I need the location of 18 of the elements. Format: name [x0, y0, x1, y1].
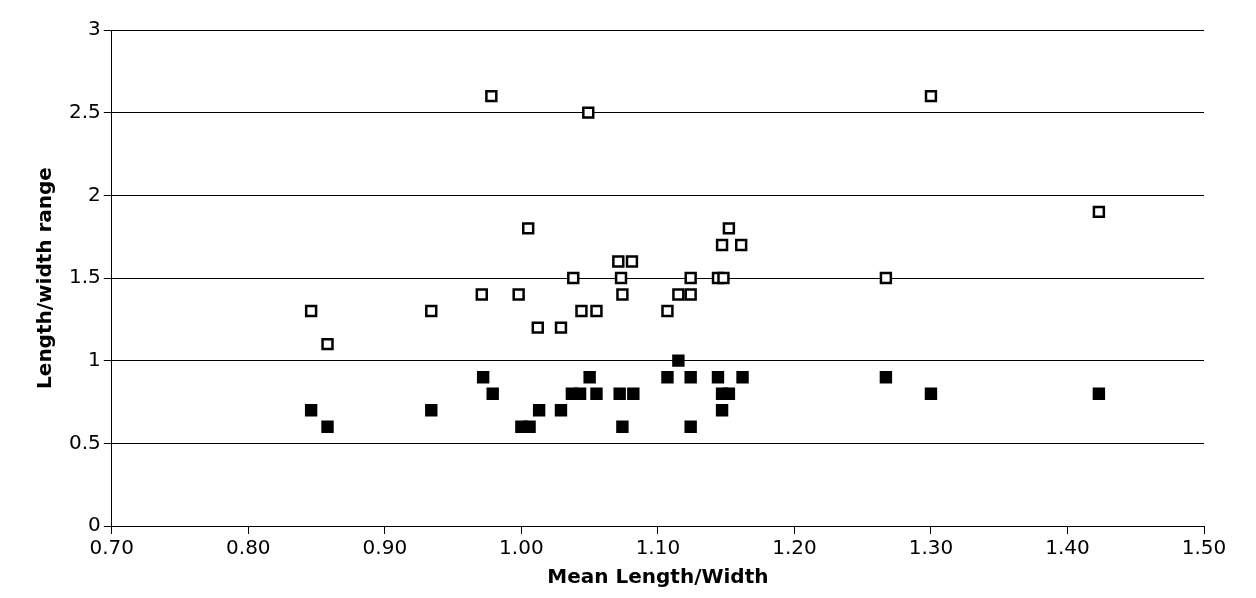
y-tick-label: 0.5: [68, 429, 101, 454]
x-tick-label: 0.90: [362, 535, 408, 560]
y-tick-label: 2.5: [68, 98, 101, 123]
y-tick-label: 0: [88, 512, 101, 537]
x-tick-label: 1.00: [499, 535, 544, 560]
y-tick-label: 3: [88, 16, 101, 41]
x-tick-label: 0.80: [226, 535, 271, 560]
y-axis-title: Length/width range: [32, 167, 57, 389]
x-tick-label: 1.10: [635, 535, 681, 560]
x-tick-label: 1.30: [908, 535, 954, 560]
x-axis-title: Mean Length/Width: [547, 564, 769, 589]
y-tick-label: 1.5: [68, 264, 101, 289]
x-tick-label: 1.40: [1045, 535, 1090, 560]
x-tick-label: 1.50: [1181, 535, 1227, 560]
y-tick-label: 1: [88, 346, 101, 371]
x-tick-label: 0.70: [89, 535, 135, 560]
x-tick-label: 1.20: [772, 535, 817, 560]
y-tick-label: 2: [88, 181, 101, 206]
